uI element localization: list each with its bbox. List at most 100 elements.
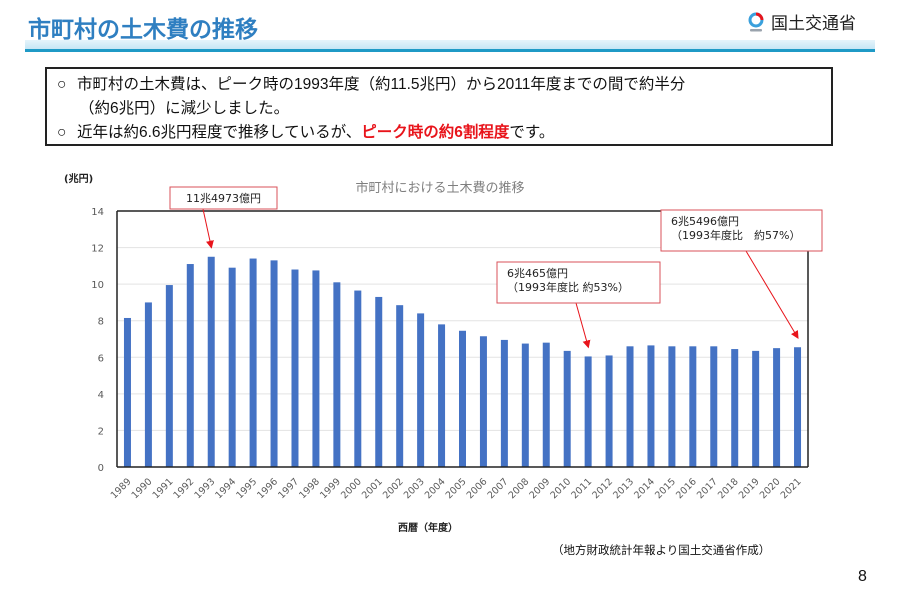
- chart-title: 市町村における土木費の推移: [355, 180, 524, 196]
- mlit-logo-icon: [748, 12, 764, 31]
- x-tick-label: 2016: [674, 476, 699, 501]
- callout-box-2021: [660, 209, 823, 252]
- bar-2018: [731, 349, 739, 467]
- callout-box-1993: [169, 186, 278, 210]
- bar-1993: [207, 256, 215, 467]
- bar-2003: [417, 313, 425, 467]
- x-tick-label: 1999: [318, 476, 343, 501]
- y-axis-unit-label: (兆円): [64, 172, 93, 185]
- x-tick-label: 2003: [402, 476, 427, 501]
- x-tick-label: 2010: [548, 476, 573, 501]
- bar-2000: [354, 290, 362, 467]
- x-tick-label: 2006: [465, 476, 490, 501]
- bar-2009: [542, 342, 550, 467]
- bar-2020: [773, 348, 781, 467]
- x-tick-label: 1998: [297, 476, 322, 501]
- x-tick-label: 2021: [779, 476, 804, 501]
- x-tick-label: 2000: [339, 476, 364, 501]
- x-tick-label: 2011: [569, 476, 594, 501]
- bar-1991: [165, 285, 173, 467]
- bar-2021: [794, 347, 802, 467]
- bar-2005: [459, 330, 466, 467]
- bullet-icon: ○: [57, 76, 67, 93]
- bar-2004: [438, 324, 446, 467]
- bar-2008: [521, 343, 529, 467]
- x-tick-label: 2014: [632, 476, 657, 501]
- y-tick-label: 8: [98, 317, 104, 328]
- x-tick-label: 2001: [360, 476, 385, 501]
- bar-1995: [249, 258, 257, 467]
- x-tick-label: 2008: [507, 476, 532, 501]
- y-tick-label: 6: [98, 353, 104, 364]
- bar-1989: [123, 317, 131, 467]
- x-tick-label: 2019: [737, 476, 762, 501]
- y-tick-label: 12: [91, 244, 104, 255]
- summary-line-1-cont: （約6兆円）に減少しました。: [57, 97, 821, 121]
- x-tick-label: 2009: [527, 476, 552, 501]
- callout-text: 6兆5496億円: [671, 215, 739, 228]
- bar-2019: [752, 350, 760, 467]
- bar-1999: [333, 282, 341, 467]
- callout-text: （1993年度比 約57%）: [671, 228, 800, 242]
- bar-1998: [312, 270, 320, 467]
- x-tick-label: 2015: [653, 476, 678, 501]
- x-tick-label: 1993: [192, 476, 217, 501]
- bar-2002: [396, 305, 404, 467]
- bar-1996: [270, 260, 278, 467]
- summary-text-2: 近年は約6.6兆円程度で推移しているが、: [77, 124, 362, 141]
- bar-1997: [291, 269, 299, 467]
- logo-text: 国土交通省: [771, 14, 856, 34]
- bar-2014: [647, 345, 655, 467]
- summary-text-1-cont: （約6兆円）に減少しました。: [79, 100, 290, 117]
- title-band: [25, 40, 875, 49]
- bar-2007: [500, 339, 508, 467]
- bar-2017: [710, 346, 718, 467]
- source-note: （地方財政統計年報より国土交通省作成）: [552, 543, 771, 557]
- bar-2015: [668, 346, 676, 467]
- bar-2001: [375, 296, 383, 467]
- x-tick-label: 2007: [486, 476, 511, 501]
- bar-2016: [689, 346, 697, 467]
- bullet-icon: ○: [57, 124, 67, 141]
- x-tick-label: 2004: [423, 476, 448, 501]
- x-tick-label: 2020: [758, 476, 783, 501]
- x-tick-label: 1997: [276, 476, 301, 501]
- x-tick-label: 2018: [716, 476, 741, 501]
- callout-text: 11兆4973億円: [186, 192, 261, 205]
- callout-box-2011: [496, 261, 661, 304]
- summary-text-2-end: です。: [509, 124, 555, 141]
- summary-box: ○ 市町村の土木費は、ピーク時の1993年度（約11.5兆円）から2011年度まで…: [45, 67, 833, 146]
- x-tick-label: 1996: [255, 476, 280, 501]
- page-number: 8: [858, 568, 867, 585]
- bar-1994: [228, 267, 236, 467]
- slide-title: 市町村の土木費の推移: [28, 17, 258, 43]
- x-tick-label: 1991: [151, 476, 176, 501]
- x-tick-label: 1995: [234, 476, 259, 501]
- x-tick-label: 1989: [109, 476, 134, 501]
- x-tick-label: 2012: [590, 476, 615, 501]
- callout-arrow-2011: [575, 302, 591, 349]
- callout-arrow-1993: [202, 208, 214, 249]
- x-tick-label: 1990: [130, 476, 155, 501]
- ministry-logo: 国土交通省: [747, 9, 856, 34]
- y-tick-label: 14: [91, 207, 104, 218]
- x-tick-label: 2002: [381, 476, 406, 501]
- callout-text: （1993年度比 約53%）: [507, 280, 629, 294]
- y-tick-label: 10: [91, 280, 104, 291]
- bar-1990: [144, 302, 152, 467]
- x-tick-label: 2005: [444, 476, 469, 501]
- summary-line-2: ○ 近年は約6.6兆円程度で推移しているが、ピーク時の約6割程度です。: [57, 121, 821, 145]
- y-tick-label: 2: [98, 426, 104, 437]
- x-tick-label: 1994: [213, 476, 238, 501]
- bar-1992: [186, 264, 194, 467]
- bar-2013: [626, 346, 634, 467]
- summary-text-1: 市町村の土木費は、ピーク時の1993年度（約11.5兆円）から2011年度までの…: [77, 76, 686, 93]
- bar-2010: [563, 350, 571, 467]
- callout-arrow-2021: [745, 250, 799, 339]
- bar-2006: [479, 336, 487, 467]
- x-tick-label: 2013: [611, 476, 636, 501]
- summary-line-1: ○ 市町村の土木費は、ピーク時の1993年度（約11.5兆円）から2011年度まで…: [57, 73, 821, 97]
- y-tick-label: 4: [98, 390, 104, 401]
- x-tick-label: 1992: [172, 476, 197, 501]
